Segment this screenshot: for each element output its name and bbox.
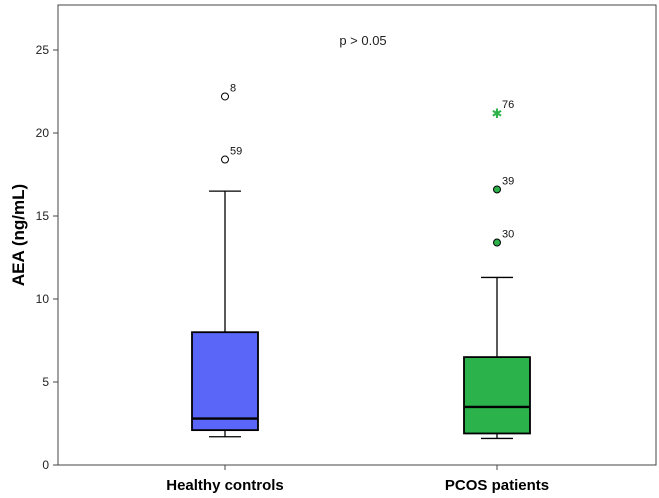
- iqr-box: [191, 331, 259, 432]
- y-tick-label: 10: [36, 292, 50, 306]
- x-category-label: PCOS patients: [445, 477, 549, 494]
- outlier-marker: [493, 185, 501, 194]
- boxes: 8 59 ✱76 39 30: [191, 82, 531, 440]
- outlier-marker: [221, 155, 229, 164]
- plot-frame: [57, 4, 657, 466]
- box-group: ✱76 39 30: [463, 99, 531, 440]
- outlier-case-label: 39: [502, 175, 514, 187]
- y-axis-title: AEA (ng/mL): [9, 184, 28, 286]
- outlier-marker: [493, 238, 501, 247]
- outlier-case-label: 76: [502, 99, 514, 111]
- outlier-case-label: 59: [230, 146, 242, 158]
- y-tick-label: 20: [36, 126, 50, 140]
- y-axis: 0 5 10 15 20 25: [36, 43, 58, 472]
- y-tick-label: 25: [36, 43, 50, 57]
- outlier-marker: [221, 92, 229, 101]
- y-tick-label: 15: [36, 209, 50, 223]
- iqr-box: [463, 356, 531, 435]
- outlier-case-label: 30: [502, 229, 514, 241]
- p-value-annotation: p > 0.05: [339, 33, 386, 48]
- outlier-case-label: 8: [230, 82, 236, 94]
- x-axis: Healthy controls PCOS patients: [166, 465, 549, 494]
- outlier-star-marker: ✱: [492, 107, 503, 122]
- x-category-label: Healthy controls: [166, 477, 284, 494]
- y-tick-label: 5: [42, 375, 49, 389]
- box-group: 8 59: [191, 82, 259, 438]
- y-tick-label: 0: [42, 458, 49, 472]
